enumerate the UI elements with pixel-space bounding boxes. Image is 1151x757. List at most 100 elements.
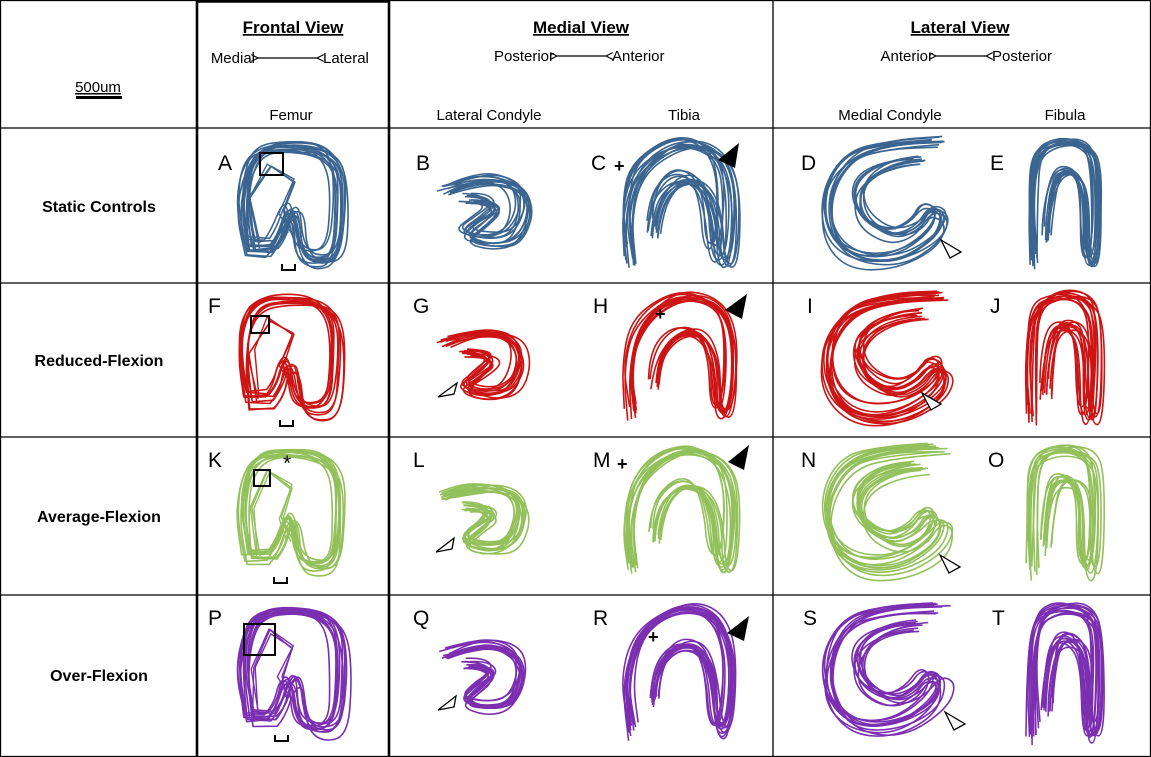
asterisk-marker: * (283, 452, 291, 475)
outline-trace (254, 632, 294, 714)
outline-trace (821, 146, 945, 271)
row-label-average-flexion: Average-Flexion (37, 509, 161, 526)
filled-arrowhead (727, 616, 749, 641)
open-arrowhead (435, 536, 455, 553)
outline-trace (248, 320, 295, 402)
panel-letter: T (992, 607, 1005, 630)
row-label-static-controls: Static Controls (42, 199, 156, 216)
outline-trace (249, 469, 293, 557)
outline-trace (238, 296, 333, 409)
medial-sub-lateral-condyle: Lateral Condyle (436, 107, 541, 124)
outline-trace (627, 449, 734, 571)
outline-trace (823, 140, 937, 257)
open-arrowhead (939, 238, 963, 259)
outline-trace (251, 628, 295, 717)
outline-trace (440, 330, 520, 395)
outline-trace (448, 184, 529, 250)
open-arrowhead (437, 381, 459, 398)
femur-region-box (243, 623, 276, 656)
lateral-view-title: Lateral View (911, 18, 1011, 37)
scale-bar-label: 500um (75, 79, 121, 96)
plus-marker: + (655, 304, 666, 324)
open-arrowhead (943, 710, 967, 731)
outline-trace (1029, 605, 1099, 737)
outline-trace (825, 447, 936, 566)
panel-letter: J (990, 295, 1001, 318)
outline-trace (1030, 609, 1095, 732)
filled-arrowhead (725, 294, 747, 319)
lateral-sub-medial-condyle: Medial Condyle (838, 107, 941, 124)
outline-trace (830, 140, 949, 262)
lateral-dir-right: Posterior (992, 48, 1052, 65)
frontal-dir-right: Lateral (323, 50, 369, 67)
outline-trace (1029, 292, 1099, 420)
outline-trace (626, 611, 724, 725)
medial-dir-right: Anterior (612, 48, 665, 65)
outline-trace (447, 648, 521, 709)
notch-bracket (279, 420, 294, 427)
outline-trace (1031, 450, 1097, 567)
notch-bracket (274, 735, 289, 742)
panel-letter: L (413, 449, 425, 472)
panel-letter: G (413, 295, 429, 318)
filled-arrowhead (718, 143, 739, 168)
outline-trace (1034, 603, 1105, 737)
outline-trace (442, 486, 515, 546)
outline-trace (444, 490, 520, 551)
outline-trace (241, 451, 337, 564)
outline-trace (633, 450, 741, 572)
panel-letters: A B C D E F G H I J K L M N O P Q R S T (208, 152, 1005, 630)
outline-trace (631, 146, 738, 267)
outline-trace (245, 144, 347, 263)
outline-trace (246, 142, 343, 260)
femur-region-box (259, 152, 284, 176)
outline-trace (449, 183, 531, 247)
outline-trace (253, 471, 292, 554)
frontal-sub-femur: Femur (269, 107, 312, 124)
outline-trace (628, 297, 737, 420)
outline-trace (253, 315, 295, 396)
panel-letter: B (416, 152, 430, 175)
panel-letter: D (801, 152, 816, 175)
outline-trace (441, 175, 517, 236)
outline-trace (829, 135, 947, 257)
panel-letter: K (208, 449, 222, 472)
femur-region-box (250, 315, 270, 334)
medial-view-title: Medial View (533, 18, 630, 37)
open-arrowhead (920, 391, 943, 411)
outline-trace (1027, 455, 1099, 582)
outline-trace (829, 296, 950, 423)
panel-letter: E (990, 152, 1004, 175)
outline-trace (830, 606, 946, 731)
plus-marker: + (648, 627, 659, 647)
outline-trace (825, 604, 942, 726)
outline-trace (629, 602, 737, 731)
panel-letter: S (803, 607, 817, 630)
panel-letter: Q (413, 607, 429, 630)
lateral-sub-fibula: Fibula (1045, 107, 1087, 124)
outline-trace (622, 138, 718, 250)
outline-trace (444, 644, 522, 707)
plus-marker: + (614, 156, 625, 176)
open-arrowhead (437, 694, 457, 711)
outline-trace (245, 304, 345, 422)
outline-trace (622, 292, 725, 409)
panel-letter: O (988, 449, 1004, 472)
outline-trace (622, 146, 724, 263)
lateral-dir-left: Anterior (880, 48, 933, 65)
outline-trace (622, 139, 728, 261)
scale-bar (76, 96, 122, 99)
outline-trace (1034, 297, 1106, 426)
medial-sub-tibia: Tibia (668, 107, 701, 124)
outline-traces (236, 135, 1106, 746)
outline-trace (443, 491, 530, 555)
outline-trace (1035, 289, 1097, 403)
panel-letter: F (208, 295, 221, 318)
panel-letter: H (593, 295, 608, 318)
outline-trace (251, 469, 294, 557)
outline-trace (823, 297, 940, 416)
row-label-over-flexion: Over-Flexion (50, 668, 148, 685)
outline-trace (247, 611, 346, 731)
filled-arrowhead (728, 445, 749, 470)
